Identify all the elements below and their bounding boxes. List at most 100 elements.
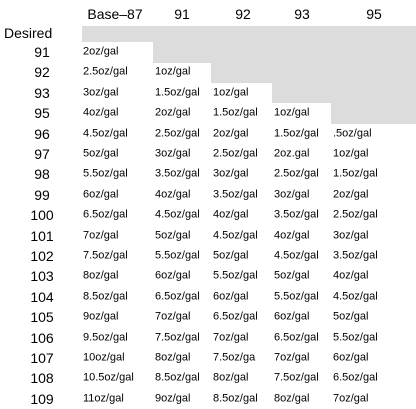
- table-cell: 4.5oz/gal: [83, 127, 128, 140]
- table-cell: 4oz/gal: [274, 229, 310, 242]
- table-cell: 5.5oz/gal: [274, 290, 319, 303]
- table-cell: 2oz/gal: [155, 106, 191, 119]
- table-cell: 1oz/gal: [213, 86, 249, 99]
- row-label: 96: [34, 125, 50, 142]
- table-cell: 5oz/gal: [83, 147, 119, 160]
- row-label: 98: [34, 166, 50, 183]
- table-cell: 10oz/gal: [83, 351, 125, 364]
- table-cell: 2oz.gal: [274, 147, 310, 160]
- row-label: 109: [30, 390, 54, 407]
- table-cell: 1oz/gal: [155, 65, 191, 78]
- table-cell: 3.5oz/gal: [155, 167, 200, 180]
- table-cell: 1oz/gal: [333, 147, 369, 160]
- table-cell: 4.5oz/gal: [274, 249, 319, 262]
- table-cell: 1.5oz/gal: [213, 106, 258, 119]
- table-cell: 7oz/gal: [274, 351, 310, 364]
- table-cell: 8oz/gal: [83, 269, 119, 282]
- table-cell: 6.5oz/gal: [155, 290, 200, 303]
- row-label: 104: [30, 288, 54, 305]
- table-cell: 7oz/gal: [333, 392, 369, 405]
- empty-cell: [272, 82, 331, 104]
- table-cell: 3.5oz/gal: [213, 188, 258, 201]
- column-header: 93: [294, 6, 310, 22]
- table-cell: 10.5oz/gal: [83, 371, 134, 384]
- column-header: 95: [366, 6, 382, 22]
- table-cell: 4.5oz/gal: [155, 208, 200, 221]
- table-cell: 11oz/gal: [83, 392, 124, 405]
- table-cell: 8oz/gal: [155, 351, 191, 364]
- table-cell: 1oz/gal: [274, 106, 310, 119]
- table-cell: 2.5oz/gal: [155, 127, 200, 140]
- table-cell: 5.5oz/gal: [213, 269, 258, 282]
- row-label: 108: [30, 370, 54, 387]
- table-cell: 1.5oz/gal: [333, 167, 378, 180]
- row-label: 106: [30, 329, 54, 346]
- row-label: 101: [30, 227, 54, 244]
- empty-cell: [211, 41, 272, 63]
- table-cell: 4.5oz/gal: [333, 290, 378, 303]
- table-cell: 6oz/gal: [333, 351, 369, 364]
- table-cell: 2oz/gal: [83, 45, 119, 58]
- row-label: 107: [30, 350, 54, 366]
- table-cell: 7oz/gal: [213, 331, 249, 344]
- table-cell: .5oz/gal: [333, 127, 372, 140]
- table-cell: 3oz/gal: [155, 147, 191, 160]
- row-label: 105: [30, 309, 54, 326]
- table-cell: 2.5oz/gal: [213, 147, 258, 160]
- table-cell: 3oz/gal: [83, 86, 119, 99]
- empty-cell: [331, 41, 416, 63]
- table-cell: 6.5oz/gal: [213, 310, 258, 323]
- table-cell: 7.5oz/gal: [155, 331, 200, 344]
- row-label: 93: [34, 84, 50, 101]
- table-cell: 8oz/gal: [274, 392, 310, 405]
- table-cell: 7.5oz/gal: [83, 249, 128, 262]
- column-header: Base–87: [87, 6, 143, 22]
- header-band: [82, 26, 416, 42]
- table-cell: 5.5oz/gal: [83, 167, 128, 180]
- table-cell: 5oz/gal: [155, 229, 191, 242]
- table-cell: 8.5oz/gal: [213, 392, 258, 405]
- table-cell: 6oz/gal: [155, 269, 191, 282]
- table-cell: 1.5oz/gal: [155, 86, 200, 99]
- table-cell: 4oz/gal: [155, 188, 191, 201]
- table-cell: 2.5oz/gal: [83, 65, 128, 78]
- row-label: 103: [30, 268, 54, 285]
- table-cell: 6.5oz/gal: [274, 331, 319, 344]
- table-cell: 6oz/gal: [213, 290, 249, 303]
- table-cell: 6oz/gal: [83, 188, 119, 201]
- table-cell: 5oz/gal: [274, 269, 310, 282]
- table-cell: 1.5oz/gal: [274, 127, 319, 140]
- table-cell: 4oz/gal: [213, 208, 249, 221]
- empty-cell: [331, 82, 416, 104]
- table-cell: 6.5oz/gal: [333, 371, 378, 384]
- table-cell: 6.5oz/gal: [83, 208, 128, 221]
- row-label: 97: [34, 146, 50, 162]
- empty-cell: [331, 103, 416, 124]
- table-cell: 3oz/gal: [213, 167, 249, 180]
- table-cell: 3.5oz/gal: [333, 249, 378, 262]
- table-cell: 9oz/gal: [155, 392, 191, 405]
- empty-cell: [272, 41, 331, 63]
- empty-cell: [211, 62, 272, 84]
- empty-cell: [272, 62, 331, 84]
- row-label: 91: [34, 44, 50, 60]
- table-cell: 7.5oz/ga: [213, 351, 256, 364]
- table-cell: 8oz/gal: [213, 371, 249, 384]
- table-cell: 5oz/gal: [333, 310, 369, 323]
- table-cell: 6oz/gal: [274, 310, 310, 323]
- column-header: 92: [235, 6, 251, 22]
- table-cell: 4oz/gal: [333, 269, 369, 282]
- row-label: 95: [34, 105, 50, 122]
- table-cell: 7.5oz/gal: [274, 371, 319, 384]
- table-cell: 9.5oz/gal: [83, 331, 128, 344]
- table-cell: 3.5oz/gal: [274, 208, 319, 221]
- table-cell: 7oz/gal: [155, 310, 191, 323]
- table-cell: 5.5oz/gal: [155, 249, 200, 262]
- empty-cell: [331, 62, 416, 84]
- row-label: 100: [30, 207, 54, 224]
- table-cell: 8.5oz/gal: [155, 371, 200, 384]
- row-label: 92: [34, 64, 50, 81]
- row-label: 102: [30, 248, 54, 264]
- empty-cell: [153, 41, 211, 63]
